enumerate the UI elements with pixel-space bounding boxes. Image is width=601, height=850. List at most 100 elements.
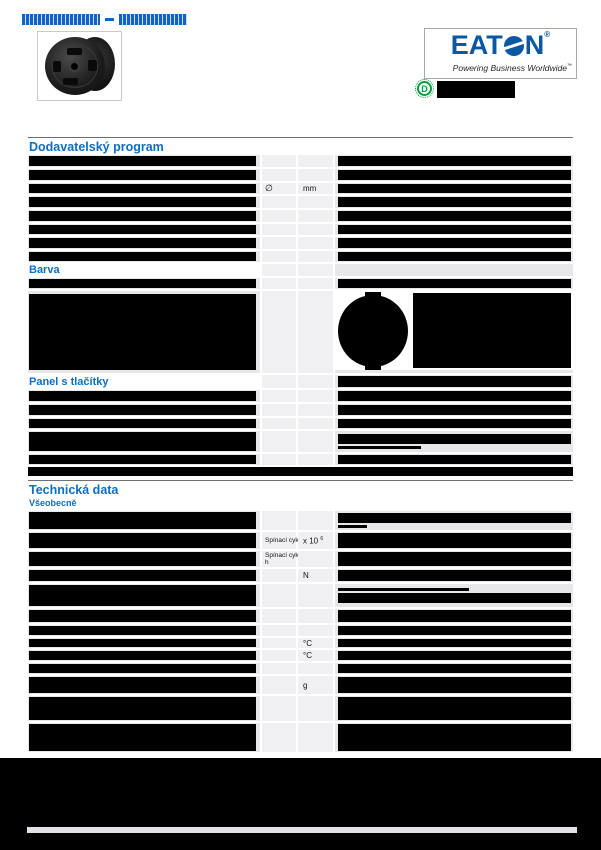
- redacted-text-bar: [29, 585, 256, 606]
- unit-cell: g: [298, 676, 333, 694]
- unit-cell: [262, 511, 296, 530]
- redacted-cell: [335, 584, 573, 607]
- redacted-text-bar: [338, 376, 571, 387]
- redacted-text-bar: [437, 81, 515, 98]
- unit-cell: ∅: [262, 183, 296, 194]
- redacted-text-bar: [29, 455, 256, 464]
- redacted-cell: [28, 625, 260, 636]
- table-row: [28, 251, 573, 262]
- button-front-view-circle: [338, 295, 408, 367]
- redacted-cell: [28, 676, 260, 694]
- redacted-text-bar: [29, 225, 256, 234]
- unit-cell: Spínací cykly: [262, 532, 303, 549]
- unit-cell: [298, 723, 333, 752]
- table-row: [28, 609, 573, 623]
- unit-cell: [262, 196, 296, 208]
- unit-cell: [262, 663, 296, 674]
- unit-cell: [298, 625, 333, 636]
- unit-cell: [262, 723, 296, 752]
- redacted-text-bar: [29, 512, 256, 529]
- unit-label: x 10 6: [303, 535, 324, 546]
- redacted-text-bar: [338, 391, 571, 401]
- redacted-text-bar: [338, 197, 571, 207]
- redacted-text-bar: [338, 184, 571, 193]
- unit-label: °C: [303, 651, 312, 660]
- redacted-cell: [28, 584, 260, 607]
- unit-cell: [262, 264, 296, 276]
- unit-label: N: [303, 571, 309, 580]
- table-row: [28, 196, 573, 208]
- redacted-cell: [28, 511, 260, 530]
- knob-slot: [53, 61, 61, 72]
- redacted-text-bar: [29, 533, 256, 548]
- redacted-text-bar: [338, 677, 571, 693]
- supplier-program-table: Dodavatelský program ∅ mm Barva Panel s tla…: [28, 137, 573, 476]
- knob-slot: [63, 78, 78, 85]
- redacted-cell: [28, 638, 260, 648]
- redacted-text-bar: [29, 238, 256, 248]
- table-row: °C: [28, 650, 573, 661]
- redacted-text-bar: [29, 156, 256, 166]
- redacted-cell: [335, 532, 573, 549]
- redacted-text-bar: [29, 170, 256, 180]
- redacted-text-bar: [29, 419, 256, 428]
- unit-label: h: [265, 559, 269, 566]
- unit-cell: [298, 169, 333, 181]
- image-row: [28, 291, 573, 373]
- redacted-block: [413, 293, 571, 368]
- section-header-row: Panel s tlačítky: [28, 375, 573, 388]
- redacted-cell: [28, 196, 260, 208]
- redacted-text-bar: [338, 170, 571, 180]
- redacted-cell: [28, 723, 260, 752]
- redacted-cell: [28, 431, 260, 452]
- table-row: [28, 169, 573, 181]
- eco-d-badge-icon: D: [415, 79, 434, 98]
- redacted-fragment-bar: [338, 525, 367, 528]
- redacted-cell: [28, 569, 260, 582]
- redacted-text-bar: [338, 610, 571, 622]
- redacted-cell: [335, 390, 573, 402]
- redacted-text-bar: [29, 197, 256, 207]
- redacted-cell: [28, 404, 260, 416]
- redacted-cell: [335, 650, 573, 661]
- redacted-text-bar: [338, 455, 571, 464]
- table-row: [28, 224, 573, 235]
- redacted-text-bar: [338, 639, 571, 647]
- redacted-cell: [335, 375, 573, 388]
- unit-cell: [262, 278, 296, 289]
- redacted-text-bar: [29, 279, 256, 288]
- redacted-text-bar: [29, 570, 256, 581]
- table-row: Spínací cykly x 10 6: [28, 532, 573, 549]
- redacted-text-bar: [29, 677, 256, 693]
- section-subheader: Barva: [28, 264, 260, 276]
- redacted-cell: [28, 663, 260, 674]
- unit-cell: [262, 375, 296, 388]
- knob-slot: [67, 48, 82, 55]
- unit-cell: [298, 663, 333, 674]
- unit-cell: [298, 155, 333, 167]
- unit-cell: [262, 454, 296, 465]
- redacted-text-bar: [338, 697, 571, 720]
- redacted-cell: [335, 625, 573, 636]
- unit-cell: [262, 237, 296, 249]
- redacted-text-bar: [338, 252, 571, 261]
- redacted-cell: [28, 650, 260, 661]
- redacted-text-bar: [29, 552, 256, 566]
- eaton-logo: EAT N ® Powering Business Worldwide™: [424, 28, 577, 79]
- badge-letter: D: [421, 83, 428, 94]
- knob-center-hole: [69, 61, 80, 72]
- table-row: [28, 663, 573, 674]
- redacted-text-bar: [29, 724, 256, 751]
- table-row: [28, 454, 573, 465]
- redacted-cell: [335, 418, 573, 429]
- redacted-text-bar: [338, 405, 571, 415]
- redacted-cell: [335, 676, 573, 694]
- table-row: [28, 278, 573, 289]
- redacted-cell: [335, 224, 573, 235]
- redacted-cell: [335, 210, 573, 222]
- unit-cell: [298, 511, 333, 530]
- redacted-text-bar: [29, 697, 256, 720]
- unit-cell: [262, 638, 296, 648]
- unit-cell: [298, 454, 333, 465]
- redacted-text-bar: [338, 651, 571, 660]
